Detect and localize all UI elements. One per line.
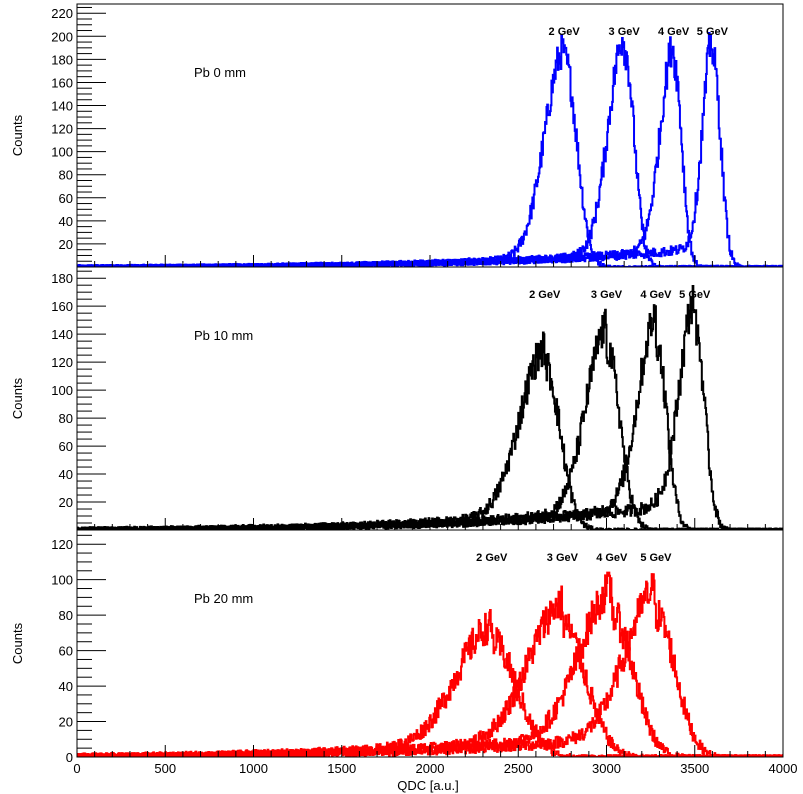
x-tick-label: 1000 xyxy=(239,761,268,776)
x-tick-label: 1500 xyxy=(327,761,356,776)
series-label-2-gev: 2 GeV xyxy=(529,289,561,301)
y-tick-label: 20 xyxy=(59,495,73,510)
y-tick-label: 60 xyxy=(59,439,73,454)
panel-label: Pb 0 mm xyxy=(194,65,246,80)
y-tick-label: 40 xyxy=(59,214,73,229)
panel-series xyxy=(77,571,783,757)
series-label-5-gev: 5 GeV xyxy=(640,552,672,564)
x-tick-label: 2000 xyxy=(416,761,445,776)
y-tick-label: 40 xyxy=(59,467,73,482)
y-tick-label: 20 xyxy=(59,237,73,252)
series-line-3-gev xyxy=(77,36,783,267)
series-label-5-gev: 5 GeV xyxy=(679,289,711,301)
y-tick-label: 140 xyxy=(51,327,73,342)
y-tick-label: 80 xyxy=(59,608,73,623)
y-axis-title: Counts xyxy=(10,622,25,664)
y-tick-label: 60 xyxy=(59,191,73,206)
y-tick-label: 0 xyxy=(66,750,73,765)
x-tick-label: 0 xyxy=(73,761,80,776)
series-label-3-gev: 3 GeV xyxy=(547,552,579,564)
panel-label: Pb 10 mm xyxy=(194,328,253,343)
y-tick-label: 80 xyxy=(59,411,73,426)
y-tick-label: 220 xyxy=(51,6,73,21)
series-label-4-gev: 4 GeV xyxy=(658,26,690,38)
series-label-3-gev: 3 GeV xyxy=(591,289,623,301)
y-tick-label: 200 xyxy=(51,29,73,44)
series-label-5-gev: 5 GeV xyxy=(697,26,729,38)
x-tick-label: 3000 xyxy=(592,761,621,776)
panel-3: 2 GeV 3 GeV 4 GeV 5 GeV 0 20 40 60 80 100 120 Count… xyxy=(10,529,784,765)
y-axis-title: Counts xyxy=(10,114,25,156)
series-label-2-gev: 2 GeV xyxy=(549,26,581,38)
series-line-2-gev xyxy=(77,34,783,267)
y-tick-label: 180 xyxy=(51,52,73,67)
x-axis-title: QDC [a.u.] xyxy=(397,778,458,793)
x-tick-label: 4000 xyxy=(769,761,798,776)
x-tick-label: 500 xyxy=(154,761,176,776)
panel-2: 2 GeV 3 GeV 4 GeV 5 GeV 20 40 60 80 100 120 140 160… xyxy=(10,266,784,531)
series-line-5-gev xyxy=(77,32,783,267)
y-tick-label: 120 xyxy=(51,355,73,370)
series-label-4-gev: 4 GeV xyxy=(596,552,628,564)
series-line-4-gev xyxy=(77,304,783,530)
series-line-5-gev xyxy=(77,285,783,530)
y-tick-label: 20 xyxy=(59,715,73,730)
panel-series xyxy=(77,32,783,267)
y-tick-label: 40 xyxy=(59,679,73,694)
x-tick-label: 3500 xyxy=(680,761,709,776)
y-tick-label: 100 xyxy=(51,383,73,398)
y-tick-label: 100 xyxy=(51,573,73,588)
y-tick-label: 140 xyxy=(51,99,73,114)
y-tick-label: 160 xyxy=(51,75,73,90)
series-line-4-gev xyxy=(77,571,783,757)
series-label-4-gev: 4 GeV xyxy=(640,289,672,301)
panel-frame xyxy=(76,3,784,268)
panel-series xyxy=(77,285,783,530)
x-axis: 0 500 1000 1500 2000 2500 3000 3500 4000 xyxy=(73,761,797,776)
series-line-3-gev xyxy=(77,585,783,757)
y-tick-label: 160 xyxy=(51,299,73,314)
y-tick-label: 120 xyxy=(51,537,73,552)
series-label-2-gev: 2 GeV xyxy=(476,552,508,564)
y-tick-label: 60 xyxy=(59,644,73,659)
series-label-3-gev: 3 GeV xyxy=(609,26,641,38)
y-tick-label: 120 xyxy=(51,122,73,137)
y-tick-label: 80 xyxy=(59,168,73,183)
y-tick-label: 100 xyxy=(51,145,73,160)
panel-label: Pb 20 mm xyxy=(194,591,253,606)
series-line-4-gev xyxy=(77,36,783,267)
x-tick-label: 2500 xyxy=(504,761,533,776)
series-line-3-gev xyxy=(77,308,783,530)
y-tick-label: 180 xyxy=(51,271,73,286)
panels: 2 GeV 3 GeV 4 GeV 5 GeV 20 40 60 80 100 120 140 160… xyxy=(10,3,784,765)
series-line-5-gev xyxy=(77,573,783,757)
panel-1: 2 GeV 3 GeV 4 GeV 5 GeV 20 40 60 80 100 120 140 160… xyxy=(10,3,784,268)
y-axis-title: Counts xyxy=(10,377,25,419)
